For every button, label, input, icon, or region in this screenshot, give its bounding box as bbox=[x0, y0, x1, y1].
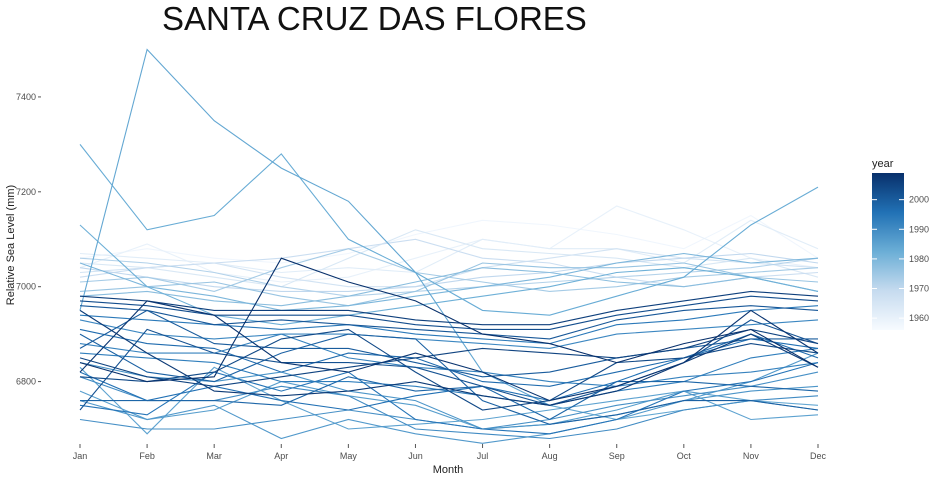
y-tick-label: 7200 bbox=[16, 187, 36, 197]
x-axis: Jan Feb Mar Apr May Jun Jul Aug Sep Oct Nov Dec bbox=[73, 444, 827, 461]
x-axis-title: Month bbox=[433, 464, 464, 476]
series-line-1978 bbox=[79, 267, 819, 307]
series-line-1964 bbox=[79, 229, 819, 288]
series-line-1984 bbox=[79, 48, 819, 421]
y-tick-label: 7400 bbox=[16, 92, 36, 102]
series-line-1988 bbox=[79, 362, 819, 430]
series-line-1976 bbox=[79, 262, 819, 307]
series-line-1983 bbox=[79, 144, 819, 316]
x-tick-label: Feb bbox=[139, 451, 155, 461]
colorbar-label: 1960 bbox=[909, 313, 929, 323]
series-line-1982 bbox=[79, 224, 819, 326]
series-line-1995 bbox=[79, 362, 819, 435]
colorbar-label: 1980 bbox=[909, 254, 929, 264]
colorbar-label: 1970 bbox=[909, 284, 929, 294]
x-tick-label: Dec bbox=[810, 451, 827, 461]
x-tick-label: May bbox=[340, 451, 358, 461]
series-lines bbox=[79, 48, 819, 444]
y-tick-label: 6800 bbox=[16, 377, 36, 387]
legend-title: year bbox=[872, 158, 894, 170]
chart-title: SANTA CRUZ DAS FLORES bbox=[162, 0, 587, 37]
series-line-2001 bbox=[79, 305, 819, 340]
x-tick-label: Sep bbox=[609, 451, 625, 461]
x-tick-label: Oct bbox=[677, 451, 692, 461]
series-line-2009 bbox=[79, 257, 819, 383]
series-line-2006 bbox=[79, 290, 819, 326]
x-tick-label: Jan bbox=[73, 451, 88, 461]
colorbar-label: 1990 bbox=[909, 224, 929, 234]
colorbar bbox=[872, 173, 904, 330]
series-line-1994 bbox=[79, 305, 819, 345]
series-line-1958 bbox=[79, 214, 819, 264]
series-line-1970 bbox=[79, 252, 819, 292]
x-tick-label: Mar bbox=[206, 451, 222, 461]
series-line-2002 bbox=[79, 319, 819, 411]
series-line-1985 bbox=[79, 366, 819, 435]
series-line-2003 bbox=[79, 295, 819, 330]
y-axis-title: Relative Sea Level (mm) bbox=[5, 185, 17, 305]
x-tick-label: Apr bbox=[274, 451, 288, 461]
colorbar-legend: year 1960 1970 1980 1990 2000 bbox=[872, 158, 929, 330]
series-line-1962 bbox=[79, 219, 819, 274]
series-line-2008 bbox=[79, 300, 819, 402]
x-tick-label: Aug bbox=[542, 451, 558, 461]
x-tick-label: Nov bbox=[743, 451, 760, 461]
series-line-1987 bbox=[79, 352, 819, 444]
series-line-2007 bbox=[79, 309, 819, 406]
colorbar-label: 2000 bbox=[909, 195, 929, 205]
series-line-1972 bbox=[79, 257, 819, 297]
y-axis: 6800 7000 7200 7400 bbox=[16, 92, 41, 387]
series-line-1986 bbox=[79, 381, 819, 430]
x-tick-label: Jun bbox=[408, 451, 423, 461]
x-tick-label: Jul bbox=[477, 451, 489, 461]
y-tick-label: 7000 bbox=[16, 282, 36, 292]
series-line-2004 bbox=[79, 328, 819, 411]
series-line-2000 bbox=[79, 309, 818, 378]
